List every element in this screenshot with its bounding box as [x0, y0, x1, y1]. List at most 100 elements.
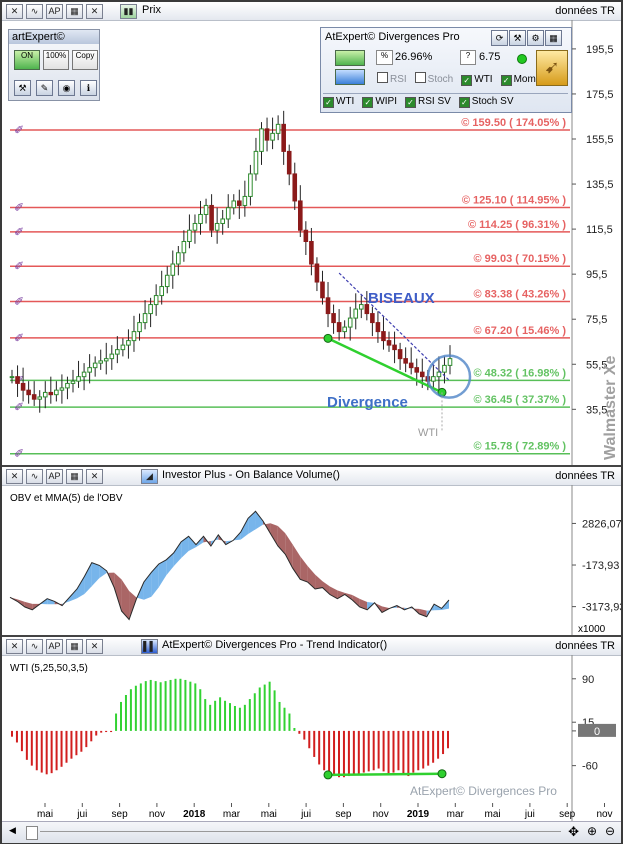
obv-band — [270, 523, 278, 546]
scroll-left-icon[interactable]: ◀ — [9, 825, 16, 835]
checkbox-icon[interactable] — [377, 72, 388, 83]
close-icon[interactable]: ✕ — [86, 4, 103, 19]
candle-body — [347, 317, 353, 328]
widget-checks-row1: RSI Stoch ✓ WTI ✓ Mom — [377, 72, 544, 86]
indicator-icon[interactable]: ∿ — [26, 639, 43, 654]
obv-band — [277, 526, 286, 555]
candle-body — [381, 331, 386, 342]
wrench-icon[interactable]: ⚒ — [14, 80, 31, 96]
zoom-out-icon[interactable]: ⊖ — [604, 824, 615, 838]
copy-button[interactable]: Copy — [72, 50, 98, 70]
x-tick-label: mai — [261, 809, 277, 820]
settings-icon[interactable]: ⚙ — [527, 30, 544, 46]
row1-stoch-checkbox[interactable]: Stoch — [414, 72, 453, 85]
checkbox-icon[interactable]: ✓ — [362, 97, 374, 108]
obv-band — [114, 572, 122, 612]
bear-button[interactable] — [335, 69, 365, 85]
checkbox-icon[interactable]: ✓ — [461, 75, 473, 86]
candle-body — [109, 353, 115, 360]
candle-body — [281, 123, 286, 152]
pencil-icon[interactable]: ✎ — [36, 80, 53, 96]
checkbox-icon[interactable]: ✓ — [458, 97, 470, 108]
checkbox-icon[interactable]: ✓ — [500, 75, 512, 86]
checkbox-icon[interactable] — [414, 72, 426, 83]
price-tick-label: 155,5 — [586, 134, 614, 146]
row2-stoch-sv-checkbox[interactable]: ✓ Stoch SV — [458, 96, 514, 108]
candle-body — [98, 360, 104, 364]
checkbox-icon[interactable]: ✓ — [323, 97, 334, 108]
tools-icon[interactable]: ✕ — [6, 639, 23, 654]
candle-body — [142, 313, 148, 324]
color-icon[interactable]: ◉ — [58, 80, 75, 96]
row2-rsi-sv-checkbox[interactable]: ✓ RSI SV — [405, 96, 451, 108]
candle-type-icon[interactable]: ▮▮ — [120, 4, 137, 19]
zoom-in-icon[interactable]: ⊕ — [586, 824, 597, 838]
obv-panel-header: ✕ ∿ AP ▦ ✕ ◢ Investor Plus - On Balance … — [2, 467, 621, 486]
expert-icon[interactable]: AP — [46, 4, 63, 19]
expert-icon[interactable]: ➹ — [536, 50, 568, 86]
grid-icon[interactable]: ▦ — [66, 4, 83, 19]
row1-rsi-checkbox[interactable]: RSI — [377, 72, 407, 85]
candle-body — [20, 382, 26, 391]
wti-divergence-line — [327, 772, 443, 777]
obv-band — [69, 588, 77, 602]
candle-body — [70, 380, 76, 384]
wti-panel: WTI (5,25,50,3,5) 90 15 0 -60 AtExpert© Diver… — [2, 655, 621, 821]
candle-body — [397, 349, 403, 360]
biseaux-label: BISEAUX — [368, 290, 435, 307]
tools-icon[interactable]: ✕ — [6, 4, 23, 19]
tools-icon[interactable]: ✕ — [6, 469, 23, 484]
candle-body — [414, 367, 420, 373]
row2-wti-checkbox[interactable]: ✓ WTI — [323, 96, 354, 108]
candle-body — [242, 195, 248, 206]
wedge-line — [338, 272, 451, 382]
candle-body — [358, 304, 364, 310]
candle-body — [436, 371, 442, 378]
candle-body — [431, 376, 436, 382]
candle-body — [153, 295, 159, 306]
info-icon[interactable]: ℹ — [80, 80, 97, 96]
grid-icon[interactable]: ▦ — [545, 30, 562, 46]
obv-band — [285, 533, 293, 569]
on-button[interactable]: ON — [14, 50, 40, 70]
candle-body — [325, 297, 331, 315]
area-type-icon[interactable]: ◢ — [141, 469, 158, 484]
row1-mom-checkbox[interactable]: ✓ Mom — [500, 74, 536, 86]
grid-icon[interactable]: ▦ — [66, 469, 83, 484]
histogram-type-icon[interactable]: ▌▌ — [141, 639, 158, 654]
obv-band — [24, 601, 33, 610]
widget-pct: 26.96% — [395, 51, 433, 63]
expert-icon[interactable]: AP — [46, 639, 63, 654]
level-pencil-icon: ✐ — [14, 294, 24, 308]
candle-body — [220, 218, 225, 224]
bull-button[interactable] — [335, 50, 365, 66]
wti-panel-title: AtExpert© Divergences Pro - Trend Indica… — [162, 639, 388, 651]
wti-divergence-point — [437, 769, 447, 779]
row1-wti-checkbox[interactable]: ✓ WTI — [461, 74, 493, 86]
level-label: © 48.32 ( 16.98% ) — [474, 367, 567, 379]
horizontal-scrollbar[interactable]: ◀ ✥ ⊕ ⊖ — [2, 821, 621, 843]
candle-body — [403, 358, 408, 364]
close-icon[interactable]: ✕ — [86, 469, 103, 484]
candle-body — [54, 389, 59, 396]
move-icon[interactable]: ✥ — [568, 824, 579, 839]
tools-icon[interactable]: ⚒ — [509, 30, 526, 46]
indicator-icon[interactable]: ∿ — [26, 469, 43, 484]
close-icon[interactable]: ✕ — [86, 639, 103, 654]
x-tick-label: nov — [373, 809, 389, 820]
row2-wipi-checkbox[interactable]: ✓ WIPI — [362, 96, 397, 108]
grid-icon[interactable]: ▦ — [66, 639, 83, 654]
obv-tick-label: -3173,93 — [582, 602, 621, 614]
indicator-icon[interactable]: ∿ — [26, 4, 43, 19]
refresh-icon[interactable]: ⟳ — [491, 30, 508, 46]
expert-icon[interactable]: AP — [46, 469, 63, 484]
checkbox-icon[interactable]: ✓ — [405, 97, 416, 108]
x-tick-label: mar — [447, 809, 465, 820]
candle-body — [81, 371, 87, 378]
checkbox-label: RSI — [390, 74, 407, 85]
x-tick-label: mai — [485, 809, 501, 820]
x-tick-label: 2018 — [183, 809, 206, 820]
zoom-100-button[interactable]: 100% — [43, 50, 69, 70]
scroll-thumb[interactable] — [26, 826, 38, 840]
target-circle — [426, 354, 472, 399]
